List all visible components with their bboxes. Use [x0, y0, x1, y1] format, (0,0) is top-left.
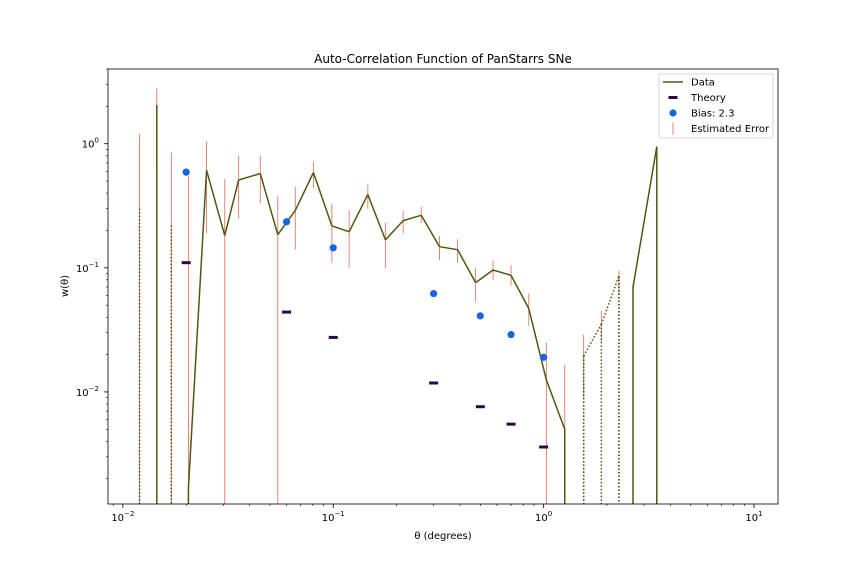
data-segment — [238, 172, 261, 181]
x-axis-label: θ (degrees) — [414, 531, 471, 542]
data-segment — [348, 194, 369, 233]
legend-label: Theory — [690, 93, 726, 104]
data-segment — [545, 379, 566, 430]
bias-point — [430, 289, 438, 298]
bias-point — [540, 353, 548, 361]
chart-title: Auto-Correlation Function of PanStarrs S… — [314, 52, 572, 66]
plot-frame — [107, 68, 779, 505]
data-segment — [632, 146, 658, 288]
data-segment — [312, 172, 333, 227]
plot-area — [138, 88, 658, 504]
data-segment — [259, 173, 279, 235]
data-segment — [367, 194, 387, 241]
data-line-layer — [138, 105, 658, 504]
data-segment — [528, 308, 548, 381]
data-segment — [294, 172, 315, 211]
y-axis-ticks: 10−2 10−1 100 — [76, 68, 108, 479]
x-tick-label: 101 — [745, 510, 762, 524]
x-axis-ticks: 10−2 10−1 100 101 — [111, 504, 763, 524]
y-tick-label: 10−1 — [76, 261, 99, 275]
data-segment — [187, 170, 208, 488]
bias-point — [476, 312, 484, 320]
data-segment — [331, 225, 350, 233]
y-axis-label: w(θ) — [60, 275, 71, 297]
data-segment — [456, 249, 477, 283]
data-segment — [510, 274, 530, 309]
x-tick-label: 10−2 — [111, 510, 134, 524]
data-segment — [420, 214, 441, 248]
data-segment — [600, 275, 620, 325]
error-bar-layer — [139, 88, 634, 504]
legend-label: Data — [691, 78, 715, 89]
data-segment — [224, 179, 240, 236]
theory-layer — [181, 261, 549, 449]
data-segment — [402, 214, 422, 222]
bias-point — [507, 330, 515, 339]
legend-circle-swatch — [669, 109, 677, 117]
x-tick-label: 10−1 — [322, 510, 345, 524]
legend-box — [658, 73, 774, 139]
bias-point — [329, 244, 337, 252]
bias-point — [282, 218, 291, 226]
x-tick-label: 100 — [535, 510, 552, 524]
legend-label: Estimated Error — [691, 124, 770, 135]
bias-layer — [182, 168, 548, 361]
bias-point — [182, 168, 190, 176]
legend: Data Theory Bias: 2.3 Estimated Error — [658, 73, 774, 139]
data-segment — [384, 220, 404, 241]
y-tick-label: 100 — [82, 137, 99, 151]
data-segment — [439, 245, 458, 251]
data-segment — [583, 324, 602, 357]
y-tick-label: 10−2 — [76, 385, 99, 399]
data-segment — [475, 269, 494, 284]
legend-label: Bias: 2.3 — [691, 109, 734, 120]
data-segment — [205, 170, 226, 236]
data-segment — [492, 269, 512, 277]
